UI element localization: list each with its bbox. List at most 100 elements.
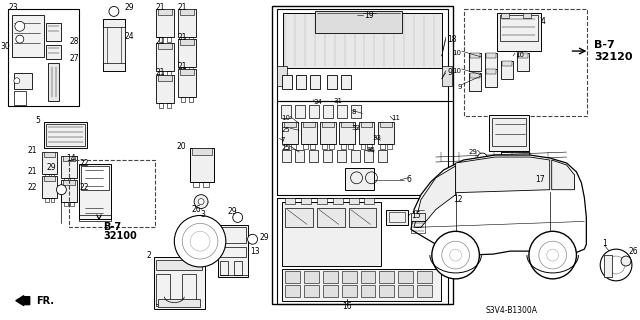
Bar <box>518 53 528 58</box>
Bar <box>157 10 174 37</box>
Bar <box>387 144 392 149</box>
Bar <box>295 150 304 162</box>
Bar <box>310 75 320 89</box>
Bar <box>492 118 526 146</box>
Bar <box>304 271 319 283</box>
Bar <box>310 144 315 149</box>
Bar <box>168 71 172 76</box>
Bar <box>490 116 529 151</box>
Bar <box>282 150 291 162</box>
Bar <box>51 198 54 202</box>
Text: 16: 16 <box>342 302 351 311</box>
Bar <box>380 271 394 283</box>
Circle shape <box>621 256 631 266</box>
Bar <box>501 13 509 18</box>
FancyArrow shape <box>16 296 29 306</box>
Bar <box>284 122 296 127</box>
Bar <box>339 122 355 144</box>
Bar <box>284 144 289 149</box>
Bar <box>45 174 49 178</box>
Circle shape <box>248 234 257 244</box>
Text: 29: 29 <box>47 164 56 172</box>
Bar <box>345 168 374 190</box>
Bar <box>485 53 497 71</box>
Text: 21: 21 <box>177 3 187 12</box>
Text: 26: 26 <box>191 205 201 214</box>
Bar <box>367 144 372 149</box>
Text: 1: 1 <box>602 239 607 248</box>
Bar <box>277 198 448 304</box>
Bar <box>304 285 319 297</box>
Bar <box>323 285 338 297</box>
Polygon shape <box>552 160 575 190</box>
Bar <box>337 105 347 118</box>
Bar <box>8 10 79 106</box>
Text: 10: 10 <box>515 52 524 58</box>
Text: 11: 11 <box>391 116 400 121</box>
Bar <box>380 144 385 149</box>
Bar <box>65 178 68 182</box>
Bar <box>470 73 481 91</box>
Bar <box>309 105 319 118</box>
Bar <box>45 23 61 41</box>
Bar <box>470 73 481 78</box>
Text: 25: 25 <box>282 145 290 151</box>
Bar <box>309 150 318 162</box>
Bar <box>378 122 394 144</box>
Bar <box>45 45 61 59</box>
Text: 21: 21 <box>177 33 187 42</box>
Bar <box>69 160 154 227</box>
Bar <box>157 43 174 71</box>
Bar <box>103 19 125 71</box>
Bar <box>285 285 300 297</box>
Text: 34: 34 <box>313 99 322 105</box>
Text: 26: 26 <box>629 247 639 256</box>
Text: 30: 30 <box>0 42 10 51</box>
Circle shape <box>529 231 577 279</box>
Circle shape <box>109 6 119 16</box>
Bar <box>322 144 327 149</box>
Bar <box>365 150 373 162</box>
Text: 27: 27 <box>69 54 79 63</box>
Text: 21: 21 <box>156 37 165 46</box>
Text: 28: 28 <box>69 37 79 46</box>
Bar <box>159 71 163 76</box>
Bar <box>323 105 333 118</box>
Bar <box>296 75 306 89</box>
Bar <box>282 105 291 118</box>
Bar <box>277 100 448 195</box>
Bar <box>315 12 402 33</box>
Bar <box>282 202 381 266</box>
Circle shape <box>16 35 24 43</box>
Text: 12: 12 <box>454 195 463 204</box>
Bar <box>190 148 214 182</box>
Polygon shape <box>456 157 550 193</box>
Text: 21: 21 <box>156 3 165 12</box>
Bar <box>411 213 425 221</box>
Text: 10: 10 <box>281 116 290 121</box>
Text: 22: 22 <box>79 183 89 192</box>
Bar <box>349 208 376 227</box>
Bar <box>486 69 496 74</box>
Text: 4: 4 <box>540 17 545 26</box>
Bar <box>277 10 448 100</box>
Bar <box>44 122 87 148</box>
Bar <box>181 97 185 101</box>
Bar <box>442 66 452 86</box>
Bar <box>417 271 432 283</box>
Bar <box>470 53 481 58</box>
Bar <box>500 15 538 41</box>
Bar <box>342 285 356 297</box>
Bar <box>179 39 196 67</box>
Bar <box>303 144 308 149</box>
Text: 35: 35 <box>367 147 375 153</box>
Bar <box>285 208 313 227</box>
Bar <box>320 122 336 144</box>
Bar <box>70 178 74 182</box>
Bar <box>181 67 185 72</box>
Bar <box>168 102 172 108</box>
Text: B-7: B-7 <box>103 222 121 232</box>
Text: 3: 3 <box>200 210 205 219</box>
Bar <box>79 164 111 220</box>
Bar <box>285 198 295 204</box>
